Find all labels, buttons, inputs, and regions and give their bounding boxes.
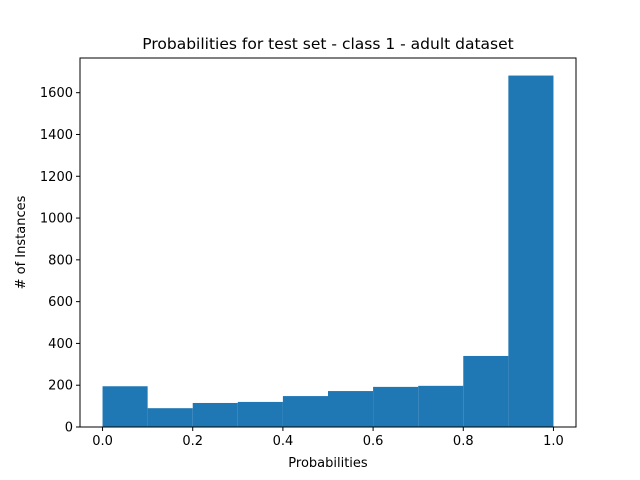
histogram-bar-3 (237, 401, 283, 427)
x-tick-label-1: 0.2 (182, 434, 203, 449)
x-tick-label-4: 0.8 (453, 434, 474, 449)
y-tick-label-2: 400 (48, 337, 73, 352)
histogram-bar-6 (373, 386, 419, 427)
y-axis-ticks: 0 200 400 600 800 1000 1200 1400 1600 (40, 86, 80, 436)
y-tick-label-1: 200 (48, 379, 73, 394)
histogram-bar-9 (508, 75, 554, 428)
plot-frame (79, 57, 577, 428)
x-tick-label-3: 0.6 (363, 434, 384, 449)
y-tick-label-4: 800 (48, 253, 73, 268)
y-tick-label-8: 1600 (40, 86, 73, 101)
histogram-bar-5 (328, 391, 374, 427)
bars-group (102, 75, 554, 428)
y-tick-label-5: 1000 (40, 212, 73, 227)
histogram-bar-8 (463, 355, 509, 427)
y-axis-label: # of Instances (14, 195, 29, 289)
y-tick-label-0: 0 (65, 421, 73, 436)
x-axis-label: Probabilities (288, 456, 368, 471)
x-tick-label-2: 0.4 (273, 434, 294, 449)
x-tick-label-0: 0.0 (92, 434, 113, 449)
y-tick-label-7: 1400 (40, 128, 73, 143)
y-tick-label-3: 600 (48, 295, 73, 310)
histogram-bar-0 (102, 386, 148, 427)
x-tick-label-5: 1.0 (543, 434, 564, 449)
chart-title: Probabilities for test set - class 1 - a… (142, 35, 513, 53)
y-tick-label-6: 1200 (40, 170, 73, 185)
histogram-bar-4 (282, 396, 328, 427)
histogram-bar-1 (147, 408, 193, 427)
x-axis-ticks: 0.0 0.2 0.4 0.6 0.8 1.0 (92, 427, 564, 449)
histogram-bar-2 (192, 402, 238, 427)
histogram-bar-7 (418, 385, 464, 427)
